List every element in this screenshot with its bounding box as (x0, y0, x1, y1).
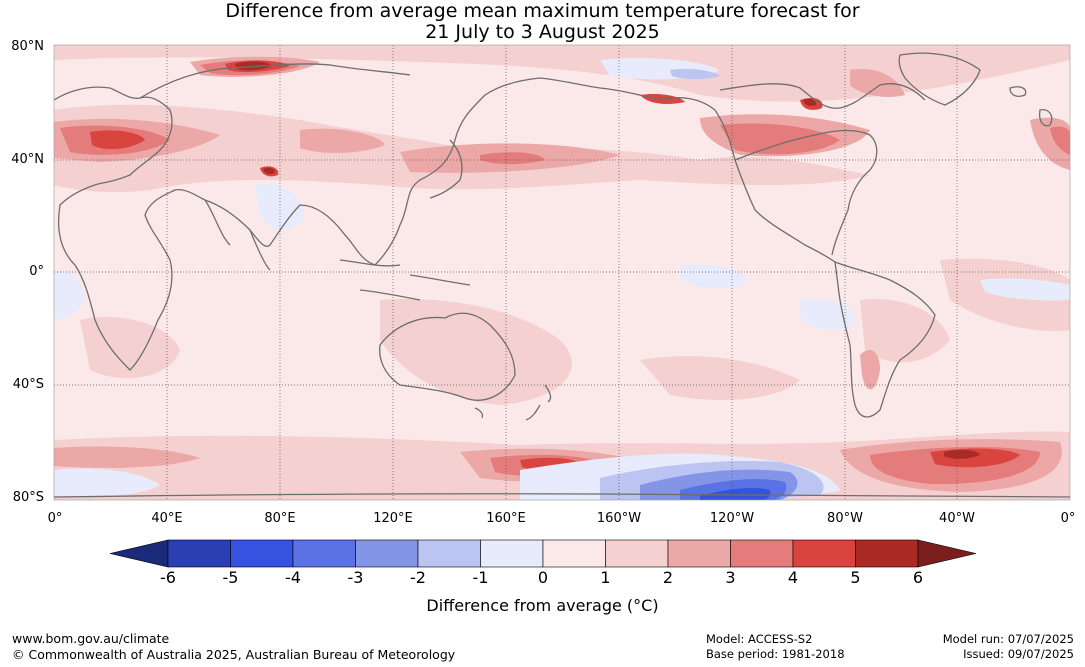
colorbar-tick-label: 5 (850, 568, 861, 587)
footer-base-period: Base period: 1981-2018 (706, 647, 845, 661)
colorbar-tick-label: 4 (787, 568, 799, 587)
map-title-line-1: Difference from average mean maximum tem… (225, 0, 860, 22)
graticule (54, 45, 1070, 500)
footer-copyright: © Commonwealth of Australia 2025, Austra… (12, 647, 456, 662)
colorbar-label: Difference from average (°C) (426, 596, 659, 615)
colorbar-segment (230, 539, 294, 568)
temperature-anomaly-map (53, 44, 1071, 501)
lon-label-40w: 40°W (939, 511, 975, 526)
coastlines (54, 52, 1070, 498)
colorbar-tick-label: -5 (222, 568, 239, 587)
lat-label-40s: 40°S (12, 377, 44, 392)
colorbar-segment (292, 539, 356, 568)
colorbar-tick-label: -6 (160, 568, 176, 587)
colorbar-segment (542, 539, 606, 568)
lat-label-40n: 40°N (11, 152, 44, 167)
colorbar-tick-label: 3 (725, 568, 736, 587)
lat-label-equator: 0° (29, 264, 44, 279)
colorbar-segment (355, 539, 419, 568)
colorbar-segment (792, 539, 856, 568)
footer-model-info: Model: ACCESS-S2 Base period: 1981-2018 (706, 632, 845, 662)
lon-label-160e: 160°E (486, 511, 526, 526)
colorbar-segment (167, 539, 231, 568)
lon-label-80w: 80°W (827, 511, 863, 526)
lon-label-80e: 80°E (264, 511, 296, 526)
colorbar-tick-label: 1 (600, 568, 611, 587)
footer-issued: Issued: 09/07/2025 (963, 647, 1074, 661)
footer-model-run: Model run: 07/07/2025 (942, 632, 1074, 646)
colorbar-tick-label: -3 (347, 568, 364, 587)
lon-label-120w: 120°W (709, 511, 755, 526)
lat-label-80s: 80°S (12, 490, 44, 505)
colorbar-tick-label: 2 (662, 568, 674, 587)
colorbar-segment (730, 539, 794, 568)
colorbar-tick-label: 6 (912, 568, 924, 587)
map-title-line-2: 21 July to 3 August 2025 (425, 21, 660, 43)
colorbar-segment (480, 539, 544, 568)
lon-label-0-right: 0° (1060, 511, 1076, 526)
lon-label-160w: 160°W (596, 511, 642, 526)
colorbar-tick-label: -4 (285, 568, 301, 587)
colorbar-extend-low (109, 539, 169, 568)
colorbar-segment (667, 539, 731, 568)
colorbar-tick-label: -2 (410, 568, 426, 587)
footer-model: Model: ACCESS-S2 (706, 632, 813, 646)
lat-label-80n: 80°N (11, 39, 44, 54)
colorbar-segment (605, 539, 669, 568)
anomaly-band-neg5-neg4 (700, 488, 771, 500)
lon-label-40e: 40°E (151, 511, 183, 526)
lon-label-0: 0° (47, 511, 63, 526)
footer-source: www.bom.gov.au/climate © Commonwealth of… (12, 631, 455, 663)
footer-url[interactable]: www.bom.gov.au/climate (12, 631, 170, 646)
colorbar-segment (417, 539, 481, 568)
colorbar-tick-label: -1 (472, 568, 489, 587)
footer-dates: Model run: 07/07/2025 Issued: 09/07/2025 (943, 632, 1074, 662)
colorbar-extend-high (917, 539, 977, 568)
lon-label-120e: 120°E (373, 511, 413, 526)
map-frame (53, 44, 1071, 501)
colorbar-tick-label: 0 (537, 568, 549, 587)
colorbar-segment (855, 539, 919, 568)
